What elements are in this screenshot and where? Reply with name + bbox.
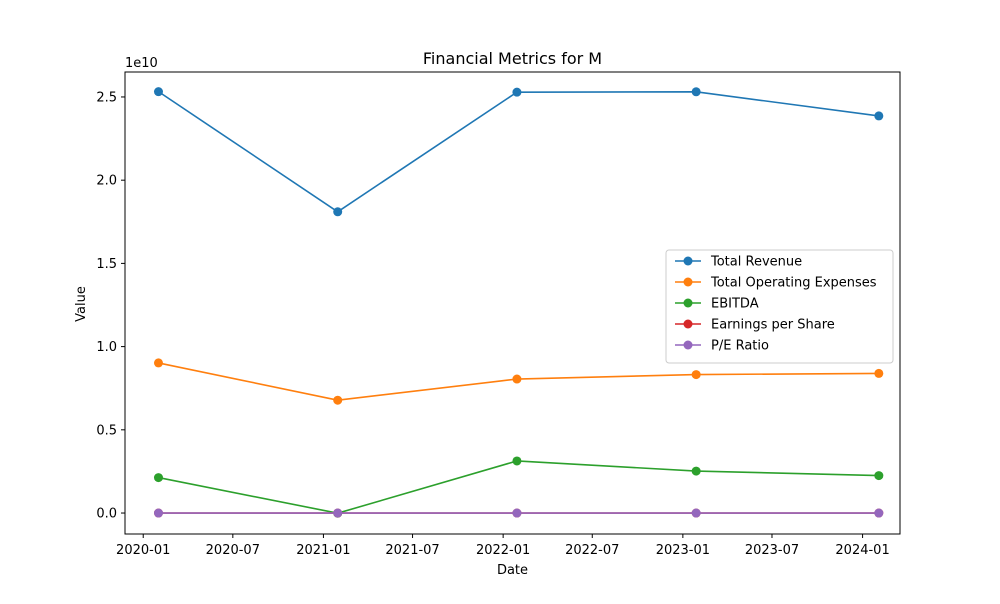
series-1-point — [691, 370, 701, 380]
x-tick-label: 2022-01 — [476, 543, 530, 558]
legend-marker — [683, 319, 693, 329]
legend-label: Earnings per Share — [711, 318, 835, 333]
series-1-point — [874, 368, 884, 378]
series-1-point — [333, 395, 343, 405]
plot-area: 2020-01 2020-07 2021-01 2021-07 2022-01 2022-… — [96, 71, 901, 558]
x-tick-label: 2020-07 — [206, 543, 260, 558]
y-tick-label: 1.5 — [96, 257, 117, 272]
series-2-point — [512, 456, 522, 466]
series-4-point — [153, 508, 163, 518]
plot-frame — [124, 71, 901, 535]
x-tick-label: 2024-01 — [835, 543, 889, 558]
y-tick-label: 0.0 — [96, 507, 117, 522]
series-0-point — [153, 87, 163, 97]
series-0-point — [333, 207, 343, 217]
x-tick-label: 2023-07 — [745, 543, 799, 558]
legend-label: EBITDA — [711, 297, 759, 312]
y-tick-label: 2.5 — [96, 90, 117, 105]
legend-label: Total Operating Expenses — [710, 276, 877, 291]
legend-box — [665, 249, 894, 364]
legend-marker — [683, 340, 693, 350]
legend: Total Revenue Total Operating Expenses EBI… — [665, 249, 894, 364]
series-1-point — [512, 374, 522, 384]
series-line-2 — [158, 460, 879, 514]
series-4-point — [333, 508, 343, 518]
series-0-point — [691, 87, 701, 97]
x-tick-label: 2022-07 — [565, 543, 619, 558]
series-2-point — [874, 471, 884, 481]
y-offset-label: 1e10 — [125, 56, 158, 71]
legend-marker — [683, 277, 693, 287]
series-line-0 — [158, 90, 879, 213]
series-4-point — [512, 508, 522, 518]
y-axis-title: Value — [74, 286, 89, 322]
series-2-point — [691, 466, 701, 476]
series-2-point — [153, 473, 163, 483]
y-tick-label: 0.5 — [96, 423, 117, 438]
y-tick-label: 2.0 — [96, 174, 117, 189]
legend-marker — [683, 298, 693, 308]
series-4-point — [874, 508, 884, 518]
x-axis-title: Date — [497, 563, 528, 578]
legend-label: P/E Ratio — [711, 339, 769, 354]
legend-marker — [683, 256, 693, 266]
y-tick-label: 1.0 — [96, 340, 117, 355]
legend-label: Total Revenue — [710, 255, 802, 270]
series-1-point — [153, 358, 163, 368]
x-tick-label: 2021-07 — [385, 543, 439, 558]
series-0-point — [874, 111, 884, 121]
x-tick-label: 2021-01 — [296, 543, 350, 558]
chart-title: Financial Metrics for M — [423, 49, 602, 68]
series-0-point — [512, 87, 522, 97]
series-4-point — [691, 508, 701, 518]
x-tick-label: 2020-01 — [116, 543, 170, 558]
x-tick-label: 2023-01 — [656, 543, 710, 558]
